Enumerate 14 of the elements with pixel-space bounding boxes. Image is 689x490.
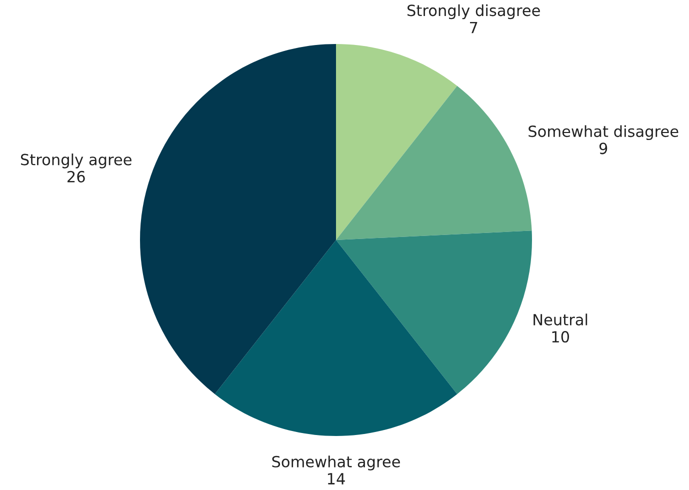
pie-slice xyxy=(140,44,336,394)
data-label: 7 xyxy=(470,22,478,34)
pie-slice xyxy=(214,240,458,436)
slice-label: Neutral xyxy=(534,314,588,326)
data-label: 10 xyxy=(552,330,570,343)
slice-label: Somewhat agree xyxy=(272,456,400,470)
data-label: 14 xyxy=(328,473,345,484)
slice-label: Somewhat disagree xyxy=(528,125,678,140)
slice-label: Strongly agree xyxy=(20,154,132,168)
slice-label: Strongly disagree xyxy=(408,4,540,20)
pie-slice xyxy=(336,230,532,394)
data-label: 26 xyxy=(68,170,85,182)
pie-slice xyxy=(336,44,458,240)
data-label: 9 xyxy=(599,142,608,154)
